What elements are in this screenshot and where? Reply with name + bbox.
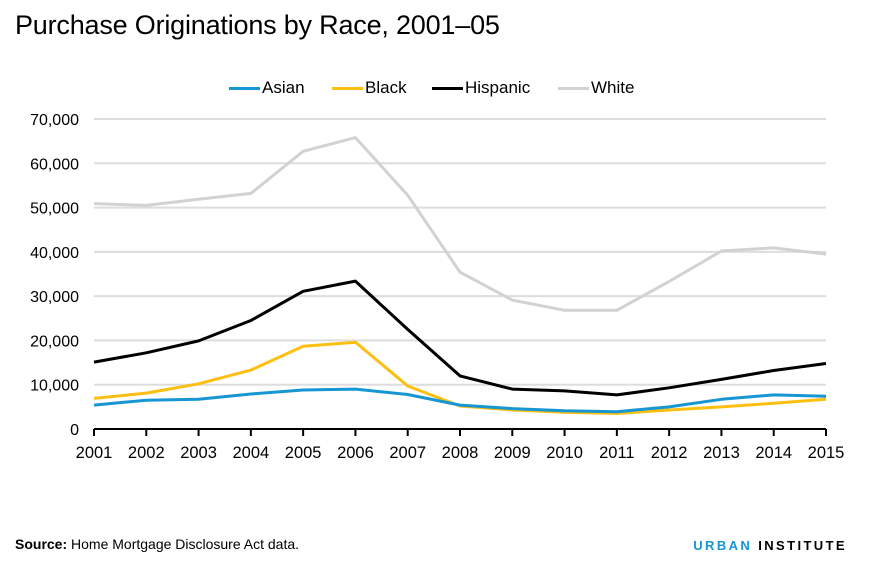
x-tick-label: 2001 [76, 444, 113, 462]
x-tick-label: 2009 [494, 444, 531, 462]
x-tick-label: 2004 [232, 444, 269, 462]
y-tick-label: 10,000 [30, 378, 79, 395]
series-line-black [93, 340, 827, 415]
x-tick-label: 2014 [755, 444, 792, 462]
x-tick-label: 2006 [337, 444, 374, 462]
y-tick-label: 40,000 [30, 245, 79, 262]
legend-item-white: White [558, 77, 634, 99]
x-tick-label: 2010 [546, 444, 583, 462]
x-tick-label: 2011 [599, 444, 634, 462]
legend-swatch-hispanic [432, 86, 463, 90]
x-tick-label: 2012 [651, 444, 688, 462]
x-axis [93, 428, 827, 436]
y-tick-label: 60,000 [30, 156, 79, 173]
x-tick-label: 2015 [808, 444, 845, 462]
x-tick-label: 2013 [703, 444, 740, 462]
legend: Asian Black Hispanic White [0, 77, 879, 99]
legend-label-black: Black [365, 78, 407, 97]
x-tick-label: 2007 [389, 444, 426, 462]
source-text: Home Mortgage Disclosure Act data. [67, 536, 300, 552]
x-tick-label: 2008 [442, 444, 479, 462]
urban-institute-logo: URBAN INSTITUTE [693, 538, 847, 553]
legend-label-asian: Asian [262, 78, 305, 97]
x-tick-label: 2003 [180, 444, 217, 462]
source-label: Source: [15, 536, 68, 552]
legend-label-white: White [591, 78, 635, 97]
brand-urban: URBAN [693, 538, 753, 553]
y-axis-tick-labels: 0 10,000 20,000 30,000 40,000 50,000 60,000 70,… [30, 112, 79, 439]
legend-swatch-black [332, 86, 363, 90]
x-tick-label: 2005 [285, 444, 322, 462]
legend-swatch-white [558, 86, 589, 90]
series-lines [93, 136, 827, 415]
gridlines [94, 118, 826, 386]
x-axis-tick-labels: 2001 2002 2003 2004 2005 2006 2007 2008 2009 2010… [76, 444, 845, 462]
series-line-hispanic [93, 279, 827, 397]
y-tick-label: 30,000 [30, 289, 79, 306]
source-note: Source: Home Mortgage Disclosure Act dat… [15, 536, 299, 552]
y-tick-label: 70,000 [30, 112, 79, 129]
y-tick-label: 0 [70, 422, 79, 439]
y-tick-label: 50,000 [30, 201, 79, 218]
legend-label-hispanic: Hispanic [465, 78, 531, 97]
legend-item-asian: Asian [229, 77, 305, 99]
series-line-asian [93, 387, 827, 414]
series-line-white [93, 136, 827, 312]
y-tick-label: 20,000 [30, 333, 79, 350]
legend-item-black: Black [332, 77, 407, 99]
x-tick-label: 2002 [128, 444, 165, 462]
legend-swatch-asian [229, 86, 260, 90]
chart-title: Purchase Originations by Race, 2001–05 [15, 10, 500, 40]
brand-institute: INSTITUTE [752, 538, 847, 553]
legend-item-hispanic: Hispanic [432, 77, 530, 99]
